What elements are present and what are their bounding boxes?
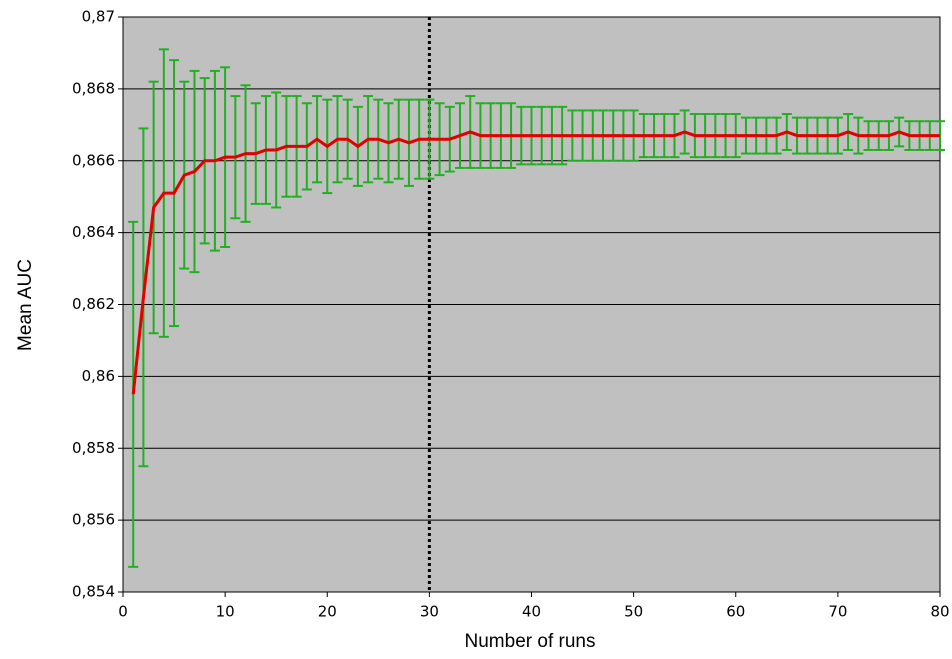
x-tick-label: 10: [216, 603, 235, 621]
x-tick-label: 60: [726, 603, 745, 621]
y-tick-label: 0,86: [82, 367, 115, 385]
y-tick-label: 0,864: [72, 223, 115, 241]
y-tick-label: 0,858: [72, 439, 115, 457]
y-tick-label: 0,854: [72, 583, 115, 601]
x-tick-label: 0: [118, 603, 128, 621]
x-tick-label: 80: [930, 603, 949, 621]
x-axis-title: Number of runs: [465, 631, 596, 652]
x-tick-label: 30: [420, 603, 439, 621]
y-tick-label: 0,862: [72, 295, 115, 313]
y-axis-title: Mean AUC: [15, 259, 36, 351]
x-tick-label: 20: [318, 603, 337, 621]
y-tick-label: 0,866: [72, 151, 115, 169]
x-tick-label: 50: [624, 603, 643, 621]
y-tick-label: 0,856: [72, 511, 115, 529]
x-tick-label: 40: [522, 603, 541, 621]
plot-frame: [122, 16, 941, 593]
y-tick-label: 0,868: [72, 79, 115, 97]
line: [131, 130, 940, 395]
x-tick-label: 70: [828, 603, 847, 621]
y-tick-label: 0,87: [82, 8, 115, 26]
